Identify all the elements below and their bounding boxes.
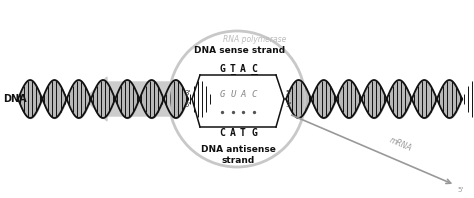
- Text: 3': 3': [285, 102, 292, 108]
- Text: C: C: [251, 64, 257, 74]
- Text: C: C: [251, 90, 257, 99]
- Text: 5': 5': [185, 102, 191, 108]
- Text: 3': 3': [185, 90, 191, 96]
- Text: DNA sense strand: DNA sense strand: [194, 46, 285, 55]
- Text: mRNA: mRNA: [388, 135, 413, 153]
- Text: G: G: [219, 90, 225, 99]
- Text: DNA antisense
strand: DNA antisense strand: [201, 145, 275, 165]
- Text: U: U: [230, 90, 236, 99]
- Text: G: G: [251, 128, 257, 138]
- Text: A: A: [230, 128, 236, 138]
- Text: 5': 5': [285, 90, 291, 96]
- Text: 5': 5': [457, 187, 463, 193]
- Text: RNA polymerase: RNA polymerase: [223, 35, 287, 44]
- Text: G: G: [219, 64, 225, 74]
- FancyArrow shape: [85, 77, 175, 121]
- Text: T: T: [230, 64, 236, 74]
- Text: A: A: [240, 64, 246, 74]
- Text: T: T: [240, 128, 246, 138]
- Text: C: C: [219, 128, 225, 138]
- Text: DNA: DNA: [3, 94, 27, 104]
- Text: A: A: [240, 90, 246, 99]
